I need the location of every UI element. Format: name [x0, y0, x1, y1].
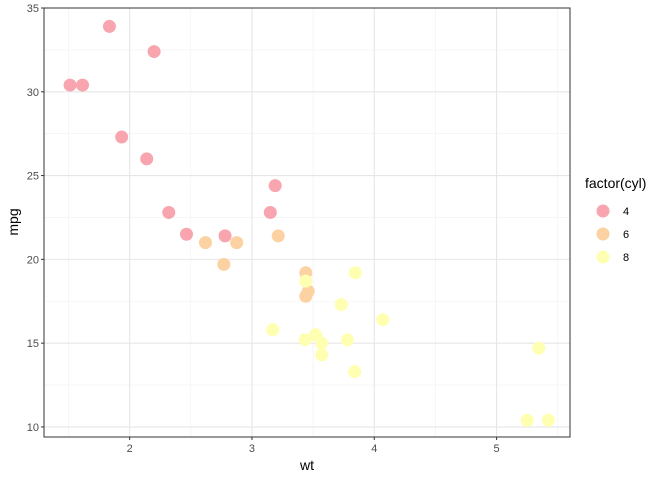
- y-axis-title: mpg: [5, 208, 21, 235]
- data-point-cyl-6: [271, 229, 285, 243]
- x-tick-label: 5: [494, 443, 500, 455]
- data-point-cyl-8: [348, 266, 362, 280]
- y-tick-label: 20: [27, 254, 39, 266]
- legend-title: factor(cyl): [585, 175, 646, 191]
- legend-label-cyl-4: 4: [623, 206, 629, 218]
- y-tick-label: 10: [27, 422, 39, 434]
- data-point-cyl-8: [298, 333, 312, 347]
- legend: factor(cyl) 4 6 8: [585, 175, 646, 264]
- legend-label-cyl-6: 6: [623, 229, 629, 241]
- data-point-cyl-4: [180, 227, 194, 241]
- x-tick-label: 2: [127, 443, 133, 455]
- data-point-cyl-8: [266, 323, 280, 337]
- data-points: [63, 19, 555, 427]
- data-point-cyl-8: [315, 348, 329, 362]
- panel-border: [43, 7, 571, 438]
- data-point-cyl-8: [299, 274, 313, 288]
- data-point-cyl-8: [520, 413, 534, 427]
- y-tick-label: 25: [27, 171, 39, 183]
- data-point-cyl-4: [263, 205, 277, 219]
- y-tick-label: 30: [27, 87, 39, 99]
- data-point-cyl-8: [348, 365, 362, 379]
- x-axis-ticks: 2 3 4 5: [127, 437, 500, 455]
- data-point-cyl-4: [76, 78, 90, 92]
- data-point-cyl-6: [217, 257, 231, 271]
- data-point-cyl-4: [102, 19, 116, 33]
- data-point-cyl-4: [63, 78, 77, 92]
- data-point-cyl-4: [115, 130, 129, 144]
- x-axis-title: wt: [299, 457, 314, 473]
- x-tick-label: 3: [249, 443, 255, 455]
- panel-background: [44, 8, 570, 437]
- minor-gridlines: [44, 8, 570, 437]
- data-point-cyl-4: [140, 152, 154, 166]
- data-point-cyl-6: [299, 289, 313, 303]
- y-tick-label: 15: [27, 338, 39, 350]
- data-point-cyl-4: [162, 205, 176, 219]
- data-point-cyl-4: [268, 179, 282, 193]
- data-point-cyl-8: [376, 313, 390, 327]
- legend-key-cyl-4: [596, 204, 610, 218]
- legend-items: 4 6 8: [596, 204, 629, 264]
- data-point-cyl-8: [315, 336, 329, 350]
- data-point-cyl-6: [230, 236, 244, 250]
- data-point-cyl-8: [334, 298, 348, 312]
- x-tick-label: 4: [371, 443, 377, 455]
- data-point-cyl-8: [532, 341, 546, 355]
- y-axis-ticks: 10 15 20 25 30 35: [27, 3, 44, 434]
- data-point-cyl-8: [340, 333, 354, 347]
- legend-key-cyl-6: [596, 227, 610, 241]
- y-tick-label: 35: [27, 3, 39, 15]
- legend-label-cyl-8: 8: [623, 252, 629, 264]
- data-point-cyl-6: [198, 236, 212, 250]
- data-point-cyl-4: [218, 229, 232, 243]
- legend-key-cyl-8: [596, 250, 610, 264]
- major-gridlines: [44, 7, 570, 437]
- data-point-cyl-4: [147, 45, 161, 59]
- data-point-cyl-8: [541, 413, 555, 427]
